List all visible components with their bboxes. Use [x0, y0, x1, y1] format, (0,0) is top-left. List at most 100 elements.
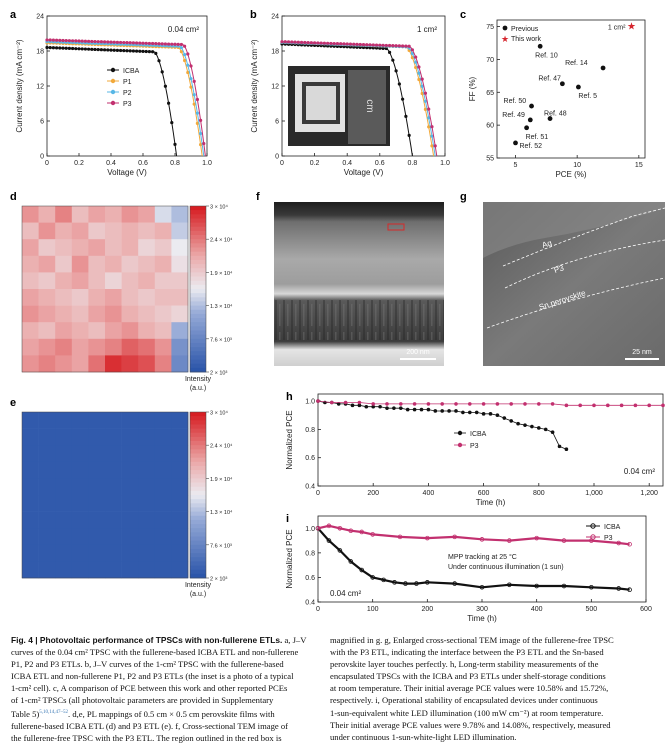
stability-point — [399, 406, 403, 410]
colorbar-segment — [190, 470, 206, 475]
heatmap-cell — [71, 338, 89, 356]
heatmap-cell — [154, 528, 172, 546]
pl-map-icba: d 3 × 10⁴ 2.4 × 10⁴ 1.9 × 10⁴ 1.3 × 10⁴ 7.6 … — [10, 191, 233, 392]
jv-curve-p3 — [46, 39, 206, 157]
heatmap-cell — [154, 511, 172, 529]
jv-point — [387, 43, 392, 48]
x-tick-label: 1.0 — [440, 160, 450, 167]
heatmap-cell — [88, 355, 106, 373]
x-tick-label: 0.6 — [375, 160, 385, 167]
colorbar-segment — [190, 301, 206, 306]
previous-point — [513, 140, 518, 146]
heatmap-cell — [38, 305, 56, 323]
heatmap-cell — [138, 461, 156, 479]
jv-point — [378, 43, 382, 47]
caption-line: 1-cm² cell). c, A comparison of PCE betw… — [11, 683, 288, 694]
heatmap-cell — [138, 528, 156, 546]
heatmap-cell — [71, 511, 89, 529]
jv-point — [195, 111, 199, 115]
heatmap-cell — [22, 289, 39, 306]
colorbar-segment — [190, 507, 206, 512]
heatmap-cell — [22, 255, 39, 273]
shelf-stability-chart: h 0 200 400 600 800 1,000 1,200 0.4 0.6 0.8 1.0 Tim… — [285, 391, 665, 507]
heatmap-cell — [171, 355, 189, 373]
y-tick-label: 12 — [36, 84, 44, 91]
heatmap-cell — [154, 289, 172, 306]
jv-point — [404, 114, 408, 118]
colorbar-segment — [190, 210, 206, 215]
heatmap-cell — [121, 322, 139, 340]
colorbar-segment — [190, 355, 206, 360]
stability-point — [412, 402, 417, 406]
stability-point — [371, 402, 375, 406]
heatmap-cell — [138, 338, 156, 356]
jv-point — [186, 70, 190, 75]
jv-point — [339, 42, 343, 46]
colorbar-tick-label: 1.9 × 10⁴ — [210, 270, 233, 277]
jv-point — [306, 41, 310, 45]
jv-point — [316, 41, 320, 45]
jv-point — [151, 41, 155, 46]
stability-point — [488, 412, 493, 416]
mpp-point — [452, 534, 457, 540]
jv-point — [358, 45, 362, 49]
mpp-point — [348, 528, 354, 534]
legend-label: This work — [511, 36, 541, 43]
area-label: 0.04 cm² — [330, 589, 361, 598]
heatmap-cell — [38, 272, 56, 290]
jv-point — [352, 42, 356, 46]
colorbar-segment — [190, 540, 206, 546]
x-tick-label: 200 — [367, 490, 379, 497]
jv-point — [368, 46, 372, 50]
perovskite-boundary — [486, 277, 666, 329]
heatmap-cell — [55, 289, 73, 306]
previous-point — [527, 117, 533, 123]
jv-point — [157, 59, 161, 63]
heatmap-cell — [121, 305, 139, 323]
jv-point — [160, 70, 164, 74]
legend-marker — [502, 25, 508, 31]
heatmap-cell — [105, 272, 122, 290]
jv-curve-p2 — [47, 41, 205, 157]
jv-point — [173, 42, 177, 46]
x-axis-label: Voltage (V) — [107, 168, 147, 177]
heatmap-cell — [105, 222, 122, 240]
stability-point — [509, 402, 513, 406]
colorbar-tick-label: 3 × 10⁴ — [210, 204, 228, 211]
mpp-point — [425, 535, 430, 541]
jv-point — [99, 40, 103, 44]
heatmap-cell — [171, 239, 189, 257]
stability-point — [447, 409, 451, 413]
y-axis-label: Current density (mA cm⁻²) — [15, 39, 24, 132]
stability-point — [440, 409, 444, 413]
heatmap-cell — [171, 272, 189, 290]
jv-point — [199, 118, 203, 122]
jv-point — [189, 64, 193, 68]
jv-point — [167, 42, 171, 46]
jv-point — [87, 39, 91, 43]
heatmap-cell — [105, 322, 122, 340]
x-tick-label: 800 — [533, 490, 545, 497]
stability-point — [564, 447, 569, 451]
jv-point — [128, 41, 132, 45]
legend-label: P2 — [123, 90, 132, 97]
stability-point — [357, 403, 362, 408]
heatmap-frame — [21, 411, 189, 579]
jv-point — [391, 44, 395, 48]
heatmap-cell — [38, 206, 56, 223]
perovskite-grains — [274, 300, 444, 340]
colorbar-segment — [190, 322, 206, 327]
y-tick-label: 70 — [486, 57, 494, 64]
plot-frame — [317, 393, 664, 487]
colorbar-segment — [190, 449, 206, 454]
jv-point — [348, 42, 353, 46]
heatmap-cell — [121, 511, 139, 529]
y-tick-label: 18 — [36, 49, 44, 56]
tem-image — [274, 202, 444, 366]
jv-point — [144, 49, 148, 54]
stability-point — [316, 399, 320, 403]
y-axis-label: Normalized PCE — [285, 410, 294, 469]
mpp-point — [359, 567, 365, 573]
heatmap-cell — [121, 428, 139, 446]
jv-point — [144, 41, 148, 45]
